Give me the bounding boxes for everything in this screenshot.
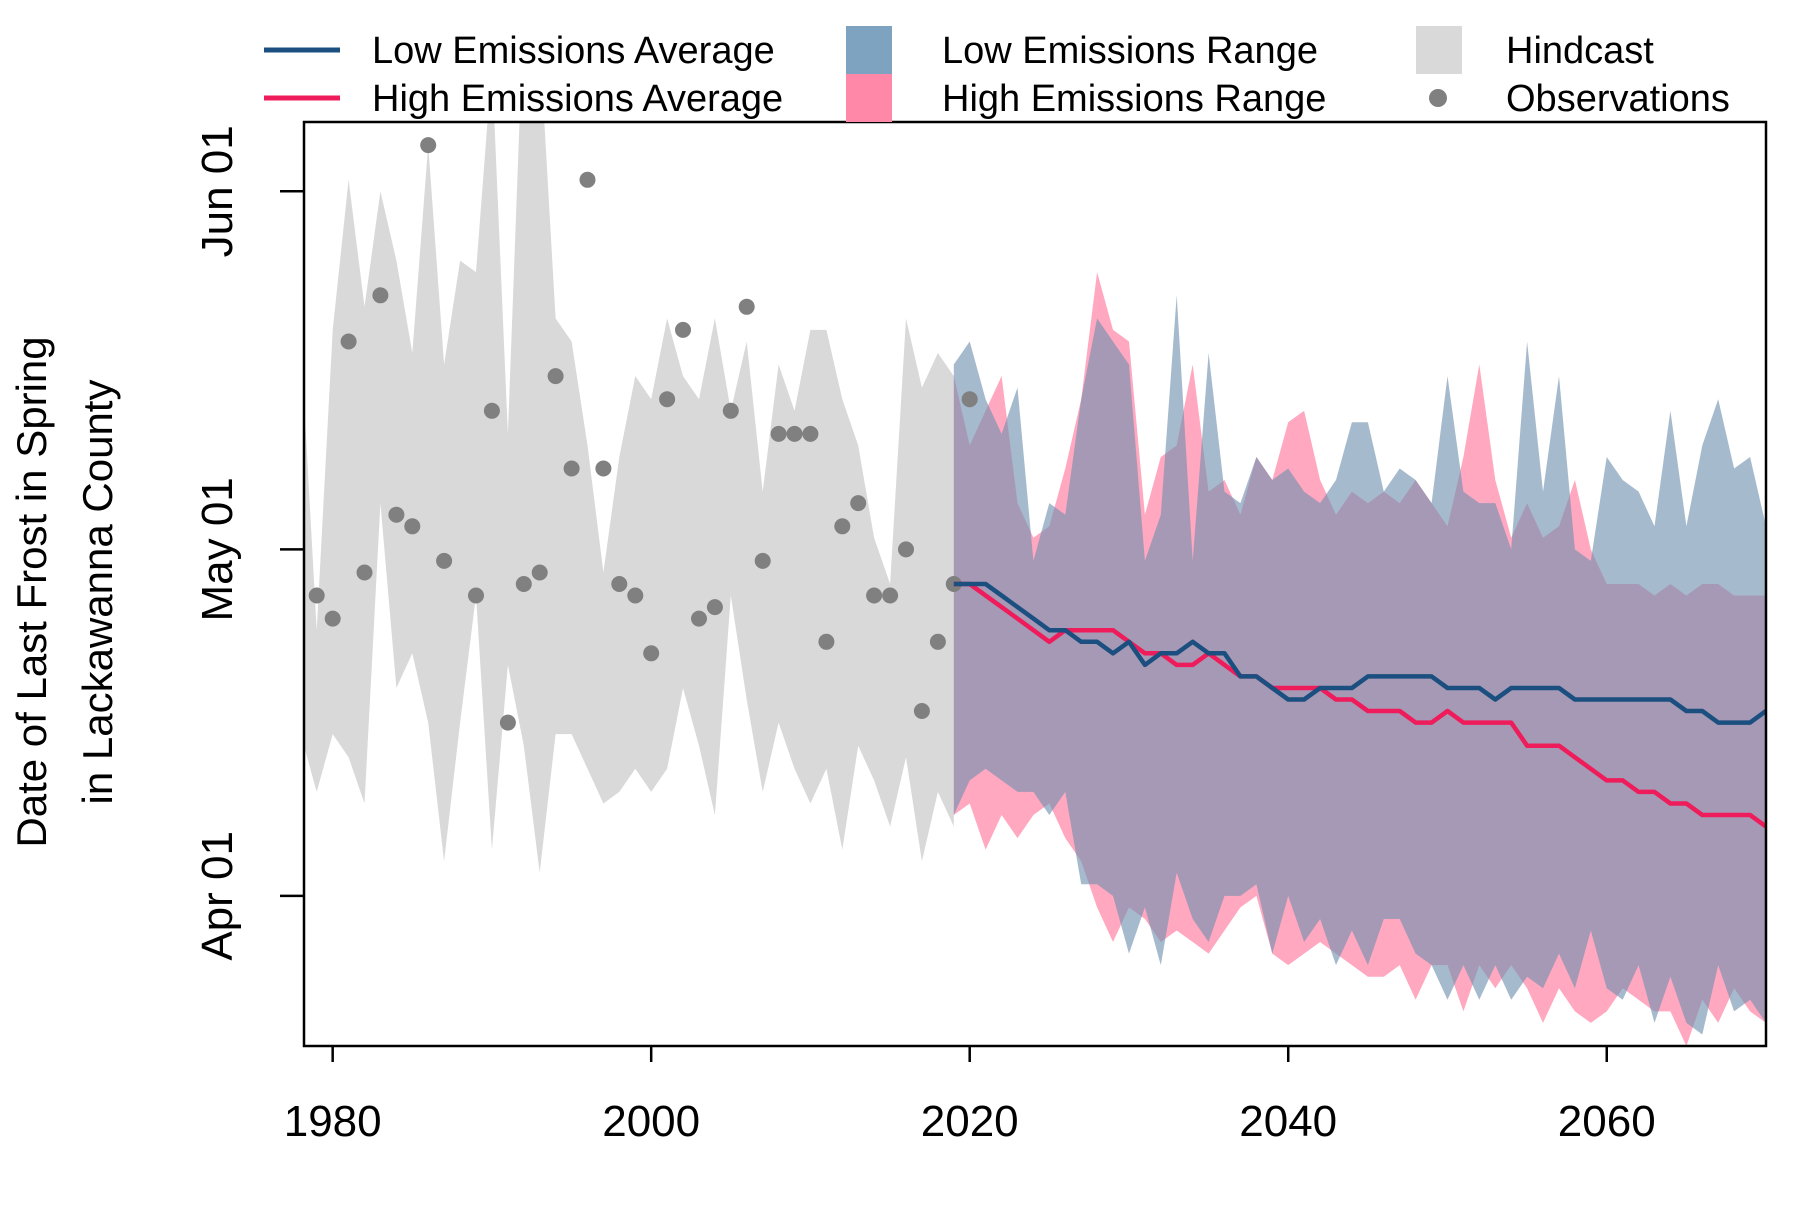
x-tick-label: 2040 <box>1239 1097 1337 1146</box>
observation-point <box>691 610 707 627</box>
legend-swatch-observations <box>1429 89 1447 107</box>
observation-point <box>547 368 564 385</box>
observation-point <box>898 541 914 558</box>
observation-point <box>786 425 803 442</box>
observation-point <box>770 425 787 442</box>
hindcast-range-band <box>304 122 954 873</box>
legend-swatch-hindcast <box>1416 26 1462 74</box>
observation-point <box>436 552 453 569</box>
observation-point <box>404 518 421 535</box>
x-tick-label: 2020 <box>921 1097 1019 1146</box>
observation-point <box>802 425 819 442</box>
legend-label: Low Emissions Range <box>942 30 1318 72</box>
observation-point <box>420 137 437 154</box>
x-tick-label: 2060 <box>1558 1097 1656 1146</box>
y-axis-title-line: in Lackawanna County <box>74 380 121 805</box>
observation-point <box>388 506 405 523</box>
observation-point <box>850 495 867 512</box>
observation-point <box>627 587 644 604</box>
observation-point <box>913 703 930 719</box>
observation-point <box>834 518 851 535</box>
observation-point <box>882 587 899 604</box>
observation-point <box>961 391 978 408</box>
observation-point <box>611 576 628 592</box>
observation-point <box>563 460 580 477</box>
y-tick-label: Jun 01 <box>193 125 242 257</box>
observation-point <box>356 564 373 581</box>
legend: Low Emissions Average High Emissions Aver… <box>264 26 1730 122</box>
observation-point <box>659 391 676 408</box>
observation-point <box>515 576 532 592</box>
observation-point <box>929 633 946 650</box>
x-tick-label: 2000 <box>602 1097 700 1146</box>
observation-point <box>675 321 691 338</box>
legend-swatch-high-range <box>846 74 892 122</box>
observation-point <box>579 171 596 188</box>
legend-swatch-low-range <box>846 26 892 74</box>
legend-label: Observations <box>1506 78 1730 120</box>
observation-point <box>468 587 484 604</box>
observation-point <box>818 633 835 650</box>
observation-point <box>531 564 548 581</box>
y-axis-title-line: Date of Last Frost in Spring <box>8 336 55 847</box>
observation-point <box>324 610 341 627</box>
observation-point <box>372 287 389 304</box>
legend-label: High Emissions Average <box>372 78 783 120</box>
observation-point <box>643 645 660 662</box>
plot-area <box>304 122 1766 1046</box>
plot-frame <box>302 120 1768 1048</box>
high-emissions-average-line <box>953 581 1766 829</box>
observation-point <box>722 402 739 419</box>
observation-point <box>499 714 516 731</box>
low-emissions-range-band <box>953 295 1766 1035</box>
observation-point <box>308 587 325 604</box>
observation-point <box>595 460 612 477</box>
legend-label: Low Emissions Average <box>372 30 775 72</box>
axes: 1980 2000 2020 2040 2060 Apr 01 May 01 Jun 01 Da… <box>8 120 1768 1146</box>
observation-point <box>340 333 357 350</box>
legend-label: Hindcast <box>1506 30 1654 72</box>
y-tick-label: May 01 <box>193 477 242 621</box>
observation-point <box>866 587 883 604</box>
observation-point <box>483 402 500 419</box>
x-tick-label: 1980 <box>284 1097 382 1146</box>
observation-point <box>754 552 771 569</box>
y-tick-label: Apr 01 <box>193 831 242 961</box>
low-emissions-average-line <box>953 581 1766 725</box>
legend-label: High Emissions Range <box>942 78 1326 120</box>
observation-point <box>706 599 723 616</box>
observation-point <box>738 298 755 315</box>
